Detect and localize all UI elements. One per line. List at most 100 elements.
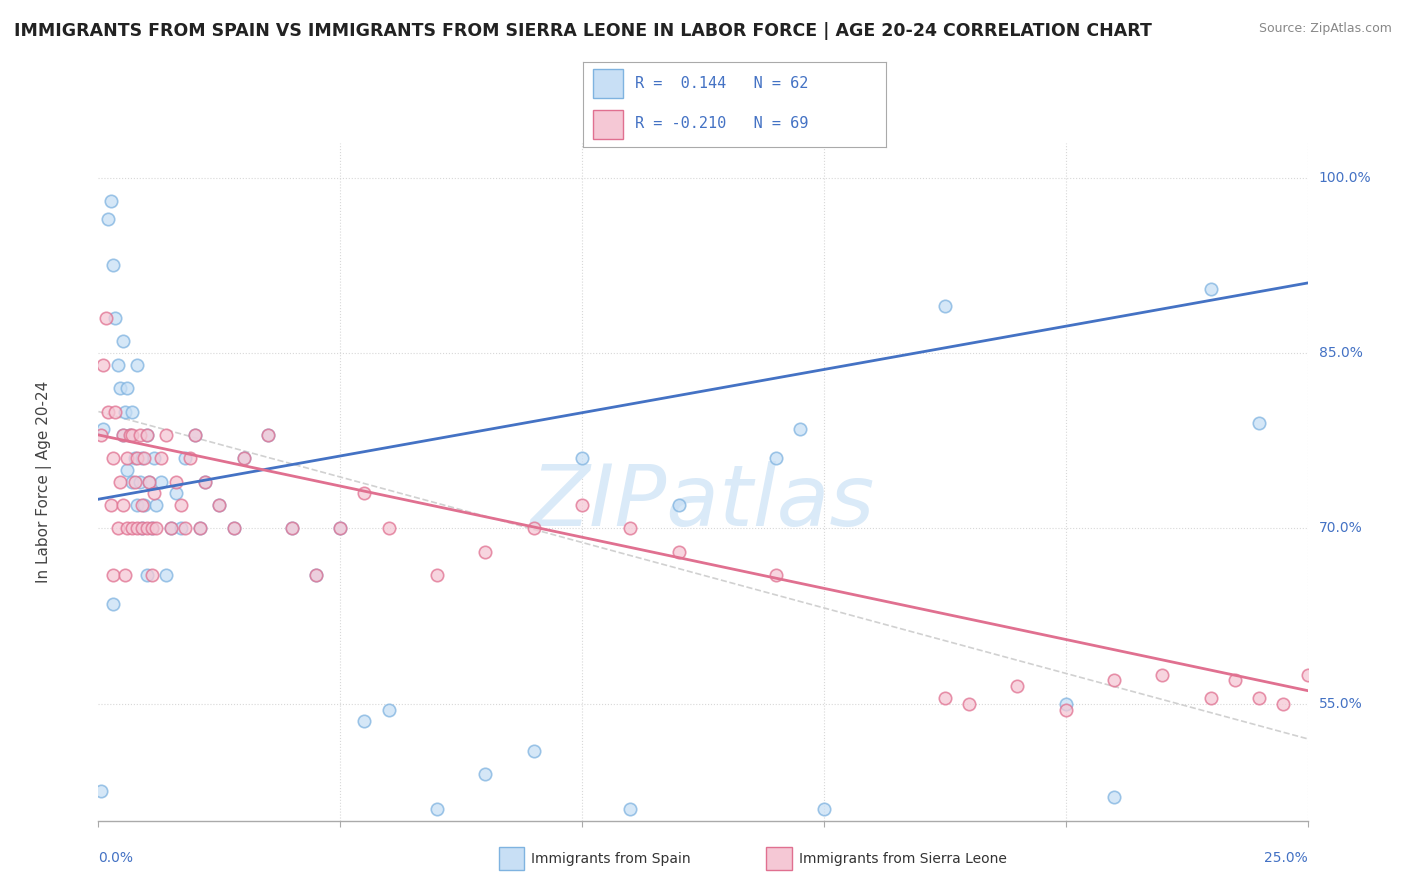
Point	[127, 358, 149, 372]
Point	[208, 498, 231, 512]
Point	[619, 521, 641, 535]
Point	[127, 521, 149, 535]
Text: R =  0.144   N = 62: R = 0.144 N = 62	[636, 76, 808, 91]
Point	[668, 498, 690, 512]
Text: 25.0%: 25.0%	[1264, 851, 1308, 865]
Point	[523, 743, 546, 757]
Point	[111, 498, 134, 512]
Point	[174, 521, 197, 535]
Text: 70.0%: 70.0%	[1319, 522, 1362, 535]
Point	[100, 498, 122, 512]
Point	[571, 498, 593, 512]
Point	[1007, 679, 1029, 693]
Point	[957, 697, 980, 711]
Point	[160, 521, 183, 535]
Point	[1054, 697, 1077, 711]
Point	[256, 428, 278, 442]
Point	[155, 428, 177, 442]
Point	[813, 802, 835, 816]
Point	[208, 498, 231, 512]
Point	[668, 545, 690, 559]
Point	[426, 568, 449, 582]
Point	[1296, 667, 1319, 681]
Point	[108, 381, 131, 395]
Point	[118, 428, 141, 442]
Text: IMMIGRANTS FROM SPAIN VS IMMIGRANTS FROM SIERRA LEONE IN LABOR FORCE | AGE 20-24: IMMIGRANTS FROM SPAIN VS IMMIGRANTS FROM…	[14, 22, 1152, 40]
Point	[188, 521, 211, 535]
Text: 100.0%: 100.0%	[1319, 170, 1371, 185]
Point	[141, 521, 163, 535]
Point	[155, 568, 177, 582]
Point	[121, 428, 143, 442]
Text: Immigrants from Spain: Immigrants from Spain	[531, 852, 692, 866]
Point	[765, 568, 787, 582]
Point	[377, 703, 399, 717]
Point	[101, 259, 124, 273]
Point	[169, 521, 191, 535]
Point	[150, 475, 173, 489]
Point	[188, 521, 211, 535]
Text: ZIPatlas: ZIPatlas	[531, 460, 875, 543]
Point	[124, 451, 146, 466]
Point	[1102, 673, 1125, 688]
Point	[107, 358, 129, 372]
Point	[141, 568, 163, 582]
Point	[789, 422, 811, 436]
Point	[305, 568, 328, 582]
Point	[305, 568, 328, 582]
Point	[619, 802, 641, 816]
Point	[353, 486, 375, 500]
Point	[117, 463, 139, 477]
Point	[97, 211, 120, 226]
Point	[184, 428, 207, 442]
Point	[101, 568, 124, 582]
Point	[474, 767, 496, 781]
Point	[104, 311, 127, 326]
Point	[111, 334, 134, 349]
Point	[108, 475, 131, 489]
Point	[127, 498, 149, 512]
Point	[135, 521, 157, 535]
Point	[131, 521, 153, 535]
Point	[128, 428, 150, 442]
Point	[165, 475, 187, 489]
Point	[474, 545, 496, 559]
Point	[131, 498, 153, 512]
Point	[353, 714, 375, 729]
Point	[124, 475, 146, 489]
Point	[94, 311, 117, 326]
Point	[1249, 690, 1271, 705]
Point	[1199, 690, 1222, 705]
Text: 55.0%: 55.0%	[1319, 697, 1362, 711]
Point	[134, 451, 156, 466]
FancyBboxPatch shape	[592, 110, 623, 139]
Point	[523, 521, 546, 535]
Point	[1199, 282, 1222, 296]
Point	[121, 475, 143, 489]
Point	[121, 404, 143, 418]
Point	[101, 598, 124, 612]
Point	[179, 451, 201, 466]
Point	[377, 521, 399, 535]
Point	[571, 451, 593, 466]
Point	[101, 451, 124, 466]
Point	[135, 568, 157, 582]
Point	[1102, 790, 1125, 805]
Text: R = -0.210   N = 69: R = -0.210 N = 69	[636, 116, 808, 131]
Point	[143, 486, 166, 500]
Point	[1054, 703, 1077, 717]
Text: 85.0%: 85.0%	[1319, 346, 1362, 360]
Point	[1249, 416, 1271, 430]
Point	[135, 428, 157, 442]
Point	[160, 521, 183, 535]
Point	[329, 521, 352, 535]
Point	[165, 486, 187, 500]
Point	[174, 451, 197, 466]
Point	[194, 475, 217, 489]
Point	[150, 451, 173, 466]
Point	[117, 521, 139, 535]
Point	[131, 521, 153, 535]
Point	[90, 784, 112, 798]
Point	[138, 475, 160, 489]
Point	[934, 299, 956, 313]
